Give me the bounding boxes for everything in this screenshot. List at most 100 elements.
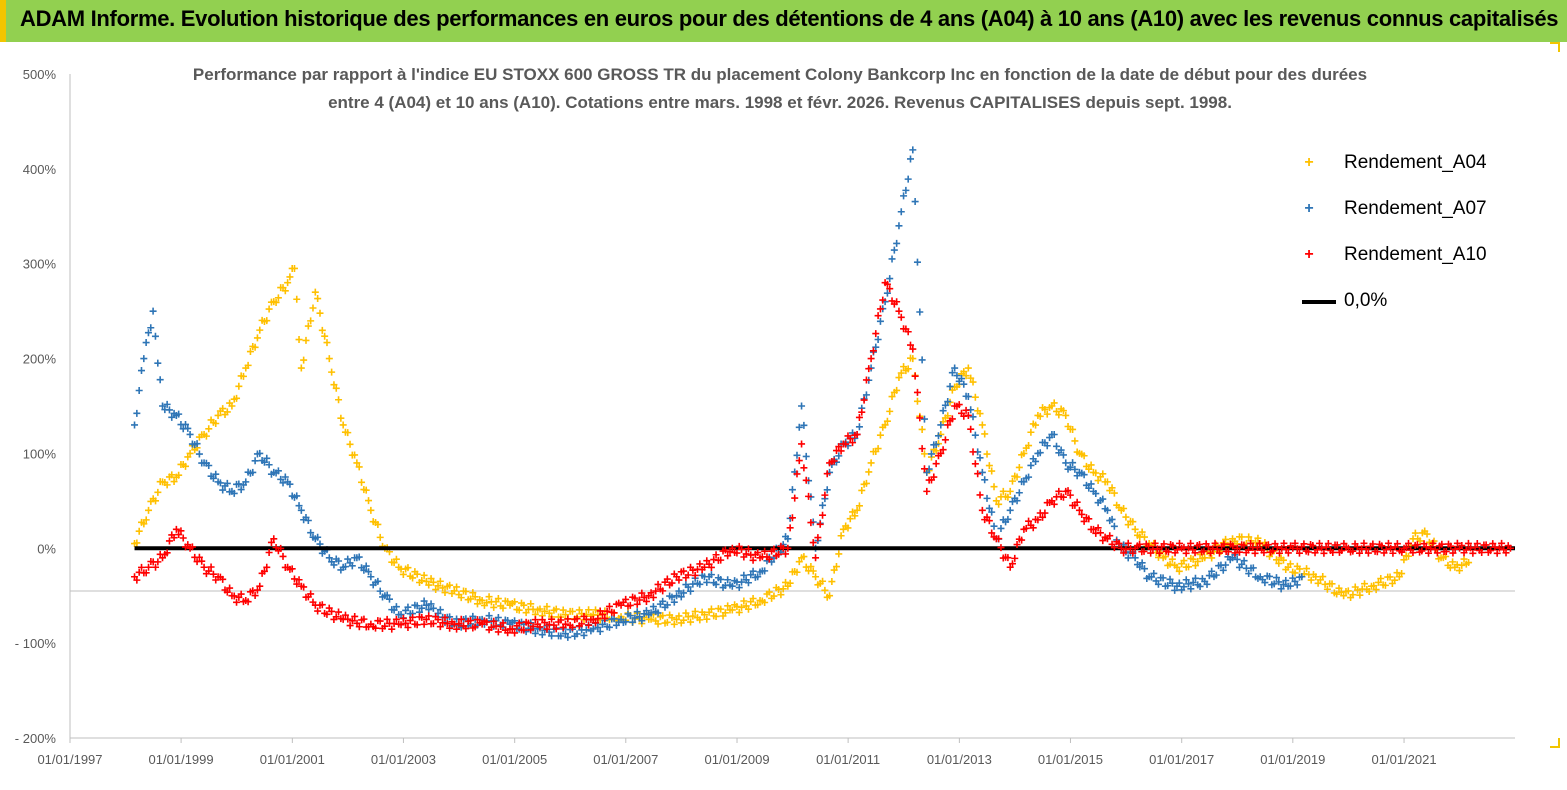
data-point — [707, 605, 715, 613]
data-point — [733, 603, 741, 611]
data-point — [932, 447, 940, 455]
data-point — [1275, 578, 1283, 586]
data-point — [761, 547, 769, 555]
data-point — [1185, 580, 1193, 588]
data-point — [802, 476, 810, 484]
data-point — [1099, 495, 1107, 503]
data-point — [930, 473, 938, 481]
data-point — [429, 578, 437, 586]
data-point — [988, 529, 996, 537]
chart-title-line1: Performance par rapport à l'indice EU ST… — [193, 65, 1367, 84]
data-point — [1315, 539, 1323, 547]
data-point — [425, 606, 433, 614]
data-point — [186, 449, 194, 457]
data-point — [309, 304, 317, 312]
data-point — [1273, 543, 1281, 551]
legend-label-a04: Rendement_A04 — [1344, 152, 1487, 173]
data-point — [418, 613, 426, 621]
data-point — [883, 417, 891, 425]
data-point — [1398, 570, 1406, 578]
data-point — [594, 615, 602, 623]
data-point — [876, 431, 884, 439]
data-point — [328, 607, 336, 615]
data-point — [1092, 469, 1100, 477]
data-point — [1059, 451, 1067, 459]
data-point — [1087, 461, 1095, 469]
data-point — [1180, 583, 1188, 591]
data-point — [485, 593, 493, 601]
data-point — [939, 407, 947, 415]
data-point — [1159, 574, 1167, 582]
data-point — [636, 613, 644, 621]
data-point — [1004, 554, 1012, 562]
data-point — [1089, 525, 1097, 533]
data-point — [689, 566, 697, 574]
data-point — [1096, 529, 1104, 537]
data-point — [703, 578, 711, 586]
data-point — [145, 563, 153, 571]
data-point — [1151, 539, 1159, 547]
data-point — [1069, 459, 1077, 467]
data-point — [932, 460, 940, 468]
data-point — [1055, 487, 1063, 495]
data-point — [828, 578, 836, 586]
data-point — [409, 613, 417, 621]
x-tick-label: 01/01/2009 — [704, 752, 769, 767]
legend-item-a07: + Rendement_A07 — [1302, 196, 1502, 226]
data-point — [425, 612, 433, 620]
data-point — [1092, 490, 1100, 498]
data-point — [855, 502, 863, 510]
data-point — [754, 549, 762, 557]
data-point — [605, 623, 613, 631]
data-point — [1160, 540, 1168, 548]
data-point — [895, 307, 903, 315]
data-point — [640, 593, 648, 601]
data-point — [1425, 549, 1432, 557]
data-point — [362, 562, 370, 570]
data-point — [846, 435, 854, 443]
data-point — [675, 612, 683, 620]
data-point — [985, 504, 993, 512]
data-point — [1094, 524, 1102, 532]
data-point — [341, 611, 349, 619]
data-point — [152, 497, 160, 505]
data-point — [1291, 539, 1299, 547]
data-point — [1124, 539, 1132, 547]
data-point — [802, 452, 810, 460]
data-point — [1498, 539, 1506, 547]
data-point — [835, 443, 843, 451]
data-point — [1344, 544, 1352, 552]
data-point — [316, 309, 324, 317]
data-point — [260, 458, 268, 466]
data-point — [932, 440, 940, 448]
data-point — [876, 305, 884, 313]
data-point — [754, 573, 762, 581]
data-point — [325, 355, 333, 363]
data-point — [807, 562, 815, 570]
data-point — [812, 554, 820, 562]
data-point — [784, 535, 792, 543]
data-point — [626, 612, 634, 620]
data-point — [251, 343, 259, 351]
data-point — [351, 612, 359, 620]
data-point — [786, 579, 794, 587]
data-point — [696, 580, 704, 588]
data-point — [284, 279, 292, 287]
data-point — [1108, 515, 1116, 523]
data-point — [332, 613, 340, 621]
data-point — [436, 606, 444, 614]
data-point — [1166, 575, 1174, 583]
data-point — [1254, 534, 1262, 542]
data-point — [893, 298, 901, 306]
data-point — [195, 450, 203, 458]
data-point — [1266, 572, 1274, 580]
data-point — [592, 606, 600, 614]
data-point — [344, 429, 352, 437]
data-point — [142, 516, 150, 524]
data-point — [538, 631, 546, 639]
data-point — [1182, 576, 1190, 584]
data-point — [1364, 549, 1372, 557]
data-point — [165, 537, 173, 545]
data-point — [293, 580, 301, 588]
data-point — [1080, 471, 1088, 479]
